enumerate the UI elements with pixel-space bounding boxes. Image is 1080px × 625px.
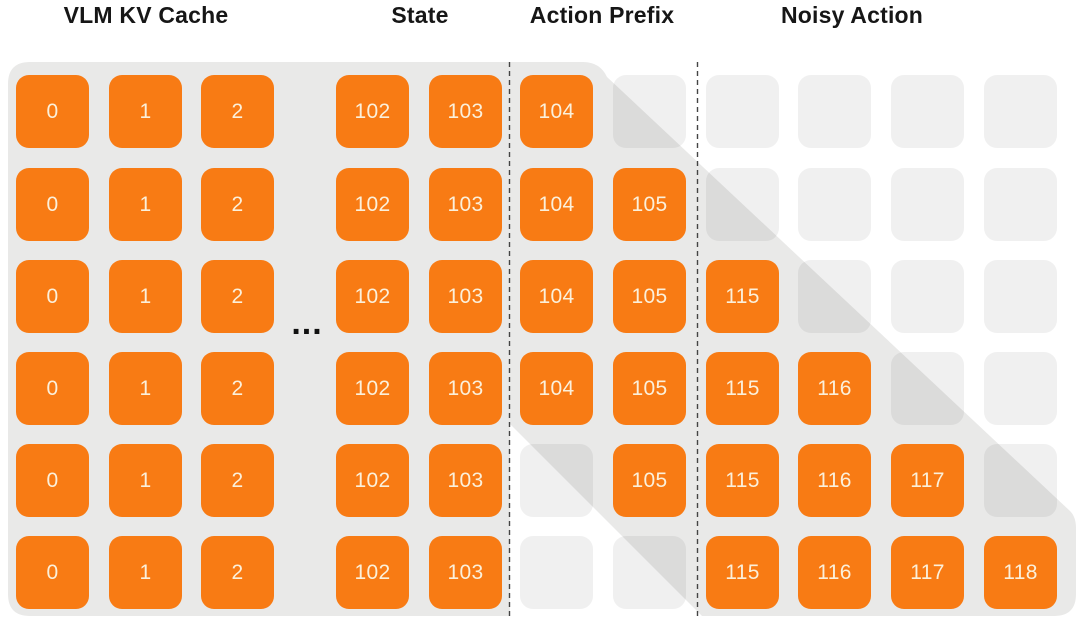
masked-tile xyxy=(984,444,1057,517)
ellipsis: ... xyxy=(291,304,323,342)
token-tile-115: 115 xyxy=(706,444,779,517)
token-tile-105: 105 xyxy=(613,444,686,517)
header-vlm-kv-cache: VLM KV Cache xyxy=(63,2,229,28)
token-tile-1: 1 xyxy=(109,260,182,333)
masked-tile xyxy=(706,168,779,241)
masked-tile xyxy=(891,75,964,148)
masked-tile xyxy=(984,260,1057,333)
token-tile-0: 0 xyxy=(16,536,89,609)
token-tile-1: 1 xyxy=(109,536,182,609)
token-tile-103: 103 xyxy=(429,444,502,517)
token-tile-0: 0 xyxy=(16,444,89,517)
token-tile-102: 102 xyxy=(336,168,409,241)
token-tile-115: 115 xyxy=(706,536,779,609)
header-noisy-action: Noisy Action xyxy=(780,2,924,28)
masked-tile xyxy=(613,536,686,609)
token-tile-105: 105 xyxy=(613,352,686,425)
masked-tile xyxy=(984,352,1057,425)
token-tile-102: 102 xyxy=(336,444,409,517)
masked-tile xyxy=(891,260,964,333)
token-tile-105: 105 xyxy=(613,168,686,241)
masked-tile xyxy=(891,352,964,425)
token-tile-117: 117 xyxy=(891,536,964,609)
masked-tile xyxy=(613,75,686,148)
token-tile-2: 2 xyxy=(201,444,274,517)
header-action-prefix: Action Prefix xyxy=(529,2,675,28)
token-tile-2: 2 xyxy=(201,536,274,609)
token-tile-0: 0 xyxy=(16,352,89,425)
masked-tile xyxy=(520,444,593,517)
masked-tile xyxy=(984,75,1057,148)
token-tile-116: 116 xyxy=(798,352,871,425)
token-tile-103: 103 xyxy=(429,75,502,148)
token-tile-104: 104 xyxy=(520,168,593,241)
masked-tile xyxy=(798,168,871,241)
token-tile-1: 1 xyxy=(109,352,182,425)
masked-tile xyxy=(706,75,779,148)
token-tile-102: 102 xyxy=(336,75,409,148)
token-tile-115: 115 xyxy=(706,352,779,425)
token-tile-1: 1 xyxy=(109,168,182,241)
masked-tile xyxy=(891,168,964,241)
masked-tile xyxy=(520,536,593,609)
token-tile-2: 2 xyxy=(201,260,274,333)
token-tile-115: 115 xyxy=(706,260,779,333)
token-tile-104: 104 xyxy=(520,352,593,425)
token-tile-2: 2 xyxy=(201,168,274,241)
masked-tile xyxy=(984,168,1057,241)
token-tile-2: 2 xyxy=(201,75,274,148)
token-tile-117: 117 xyxy=(891,444,964,517)
token-tile-104: 104 xyxy=(520,75,593,148)
token-tile-102: 102 xyxy=(336,536,409,609)
token-tile-103: 103 xyxy=(429,168,502,241)
token-tile-103: 103 xyxy=(429,260,502,333)
mask-wedge xyxy=(510,424,707,621)
token-tile-0: 0 xyxy=(16,75,89,148)
token-tile-1: 1 xyxy=(109,75,182,148)
token-tile-0: 0 xyxy=(16,260,89,333)
token-tile-116: 116 xyxy=(798,444,871,517)
masked-tile xyxy=(798,75,871,148)
token-tile-2: 2 xyxy=(201,352,274,425)
token-tile-102: 102 xyxy=(336,260,409,333)
token-tile-102: 102 xyxy=(336,352,409,425)
token-tile-118: 118 xyxy=(984,536,1057,609)
token-tile-103: 103 xyxy=(429,352,502,425)
token-tile-1: 1 xyxy=(109,444,182,517)
token-tile-0: 0 xyxy=(16,168,89,241)
token-tile-103: 103 xyxy=(429,536,502,609)
masked-tile xyxy=(798,260,871,333)
token-tile-104: 104 xyxy=(520,260,593,333)
header-state: State xyxy=(391,2,449,28)
token-tile-105: 105 xyxy=(613,260,686,333)
token-tile-116: 116 xyxy=(798,536,871,609)
